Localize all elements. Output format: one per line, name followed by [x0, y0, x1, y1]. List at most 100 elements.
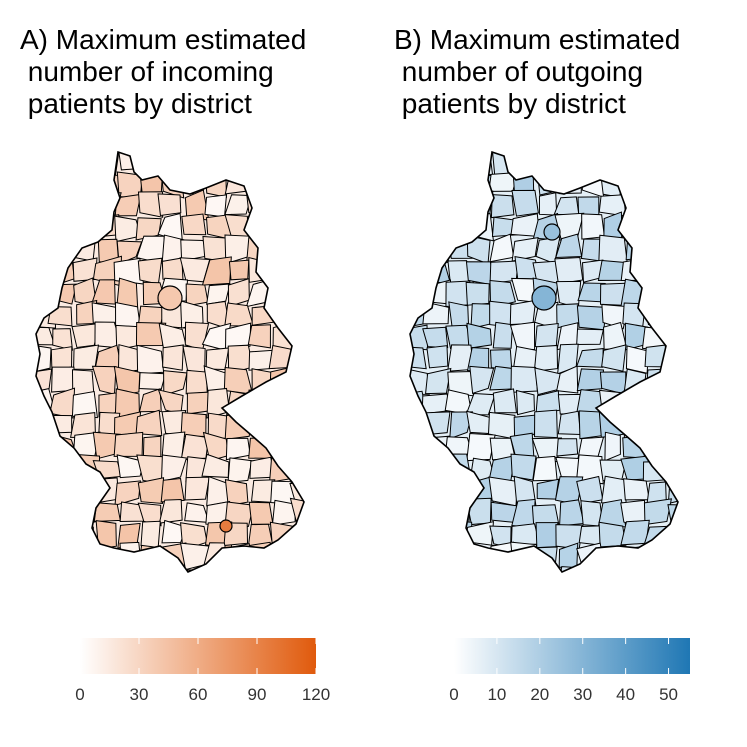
district — [688, 326, 712, 346]
district — [425, 566, 453, 572]
district — [161, 519, 187, 544]
district — [492, 321, 514, 349]
district — [316, 217, 341, 238]
district — [623, 368, 647, 397]
district — [341, 345, 360, 372]
title-line: number of incoming — [20, 56, 274, 87]
district — [160, 477, 185, 503]
district — [137, 477, 165, 504]
district — [487, 541, 514, 572]
district — [248, 256, 277, 283]
district — [340, 304, 360, 329]
district — [666, 344, 678, 372]
district — [135, 409, 163, 437]
district — [667, 548, 678, 570]
district — [538, 192, 558, 216]
district — [185, 283, 209, 307]
district — [410, 477, 427, 505]
district — [271, 152, 298, 175]
district — [687, 192, 712, 217]
district — [536, 567, 560, 572]
district — [443, 167, 471, 196]
district — [93, 546, 122, 567]
district — [621, 152, 650, 172]
district — [621, 214, 648, 242]
district — [711, 479, 732, 505]
district — [50, 192, 78, 219]
district — [555, 524, 584, 550]
district — [185, 369, 208, 395]
district — [511, 237, 539, 262]
district — [69, 545, 100, 572]
district — [604, 431, 621, 462]
district — [113, 365, 141, 397]
district — [49, 387, 76, 419]
district — [74, 233, 97, 262]
district — [223, 152, 253, 177]
district — [665, 255, 678, 283]
district — [556, 170, 583, 195]
district — [36, 343, 52, 374]
district — [184, 476, 210, 501]
district — [687, 367, 714, 395]
district — [664, 323, 678, 348]
germany-district-map — [409, 150, 734, 573]
district — [466, 432, 496, 462]
district — [687, 151, 712, 176]
district — [51, 501, 74, 523]
district — [294, 434, 304, 461]
district — [713, 240, 734, 261]
district — [92, 460, 123, 480]
district — [247, 167, 272, 197]
district-highlight-dresden-area — [667, 365, 678, 387]
district — [158, 499, 183, 524]
district — [599, 547, 628, 566]
district — [339, 502, 360, 526]
district — [36, 434, 54, 458]
district — [467, 213, 494, 242]
district — [36, 279, 56, 306]
district — [410, 278, 430, 308]
district — [688, 345, 715, 374]
district — [410, 497, 425, 525]
district — [36, 503, 57, 525]
district — [410, 410, 430, 436]
district — [665, 414, 678, 438]
district — [160, 152, 186, 177]
district — [313, 568, 340, 580]
district — [114, 480, 141, 506]
district — [625, 236, 651, 261]
district — [623, 169, 649, 196]
district — [336, 395, 360, 415]
district — [690, 234, 716, 260]
district — [576, 475, 604, 505]
district — [227, 457, 253, 483]
district — [113, 431, 144, 457]
legend-tick-label: 20 — [530, 685, 549, 704]
district — [47, 217, 77, 243]
district — [448, 213, 474, 238]
district — [410, 454, 427, 482]
district-highlight-munich-area — [219, 519, 233, 533]
district — [319, 280, 338, 306]
district — [71, 167, 97, 198]
district — [246, 214, 275, 243]
legend-tick-label: 90 — [248, 685, 267, 704]
district — [336, 236, 360, 261]
district — [335, 191, 360, 218]
district — [664, 566, 678, 572]
legend-tick-label: 50 — [659, 685, 678, 704]
district — [422, 326, 449, 349]
district — [312, 458, 338, 482]
district — [271, 499, 296, 526]
district — [666, 281, 678, 308]
title-line: patients by district — [394, 88, 626, 119]
district — [443, 453, 472, 480]
district — [318, 259, 341, 285]
district — [186, 391, 211, 415]
district — [69, 453, 101, 483]
district — [36, 211, 55, 239]
title-line: B) Maximum estimated — [394, 24, 681, 55]
district — [140, 520, 161, 550]
district — [51, 366, 76, 393]
